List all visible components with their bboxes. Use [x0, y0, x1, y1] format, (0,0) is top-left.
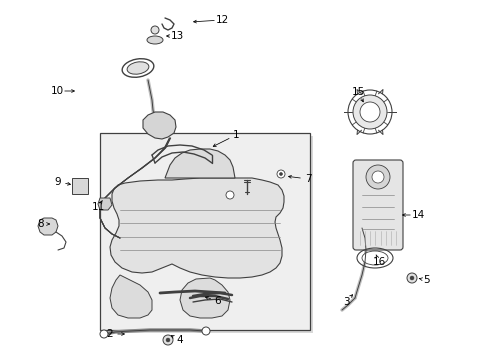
Text: 16: 16: [372, 257, 385, 267]
Circle shape: [371, 171, 383, 183]
Circle shape: [151, 26, 159, 34]
Circle shape: [409, 276, 413, 280]
Ellipse shape: [359, 102, 379, 122]
Text: 12: 12: [215, 15, 228, 25]
Circle shape: [163, 335, 173, 345]
Polygon shape: [72, 178, 88, 194]
Text: 14: 14: [410, 210, 424, 220]
Bar: [103, 136, 312, 333]
Text: 5: 5: [423, 275, 429, 285]
Polygon shape: [98, 198, 112, 210]
Ellipse shape: [352, 95, 386, 129]
FancyBboxPatch shape: [352, 160, 402, 250]
Text: 1: 1: [232, 130, 239, 140]
Polygon shape: [180, 278, 229, 318]
Text: 4: 4: [176, 335, 183, 345]
Text: 13: 13: [170, 31, 183, 41]
Text: 2: 2: [106, 329, 113, 339]
Ellipse shape: [361, 251, 387, 265]
Polygon shape: [110, 178, 284, 278]
Polygon shape: [38, 218, 58, 235]
Bar: [100, 133, 309, 330]
Text: 11: 11: [91, 202, 104, 212]
Circle shape: [279, 172, 282, 175]
Circle shape: [225, 191, 234, 199]
Text: 9: 9: [55, 177, 61, 187]
Polygon shape: [110, 275, 152, 318]
Text: 6: 6: [214, 296, 221, 306]
Text: 10: 10: [50, 86, 63, 96]
Polygon shape: [142, 112, 176, 139]
Text: 3: 3: [342, 297, 348, 307]
Circle shape: [406, 273, 416, 283]
Circle shape: [202, 327, 209, 335]
Circle shape: [276, 170, 285, 178]
Text: 7: 7: [304, 174, 311, 184]
Circle shape: [365, 165, 389, 189]
Circle shape: [100, 330, 108, 338]
Polygon shape: [164, 149, 235, 178]
Ellipse shape: [127, 62, 148, 74]
Text: 8: 8: [38, 219, 44, 229]
Text: 15: 15: [351, 87, 364, 97]
Circle shape: [165, 338, 170, 342]
Ellipse shape: [147, 36, 163, 44]
